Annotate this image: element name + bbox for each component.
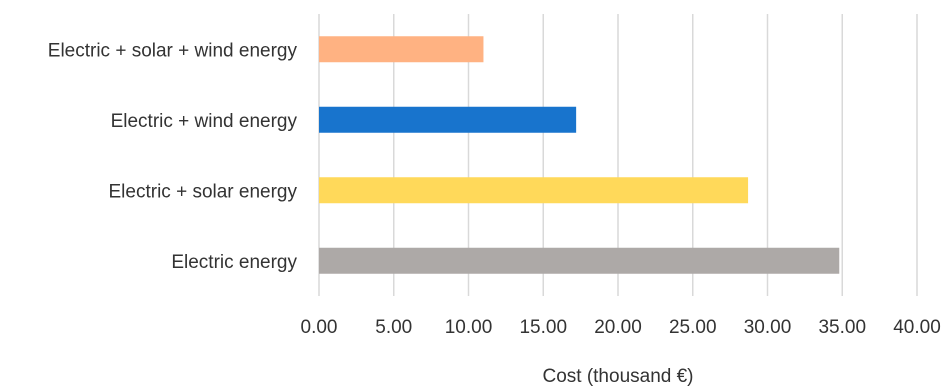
bar — [319, 106, 577, 133]
x-tick-label: 30.00 — [744, 317, 792, 338]
x-tick-label: 40.00 — [893, 317, 941, 338]
x-tick-label: 20.00 — [594, 317, 642, 338]
x-tick-label: 0.00 — [301, 317, 338, 338]
x-tick-label: 10.00 — [445, 317, 493, 338]
x-tick-label: 5.00 — [375, 317, 412, 338]
bar — [319, 36, 484, 63]
category-label: Electric + solar energy — [109, 181, 298, 202]
x-tick-labels: 0.00 5.00 10.00 15.00 20.00 25.00 30.00 35.00 40… — [301, 317, 941, 338]
bar — [319, 177, 749, 204]
x-tick-label: 25.00 — [669, 317, 717, 338]
category-label: Electric energy — [171, 252, 297, 273]
x-axis-title: Cost (thousand €) — [542, 366, 693, 387]
category-label: Electric + wind energy — [111, 111, 298, 132]
bar — [319, 247, 840, 274]
x-tick-label: 15.00 — [519, 317, 567, 338]
bars — [319, 36, 840, 274]
category-label: Electric + solar + wind energy — [48, 40, 298, 61]
x-tick-label: 35.00 — [818, 317, 866, 338]
category-labels: Electric energy Electric + solar energy El… — [48, 40, 298, 273]
